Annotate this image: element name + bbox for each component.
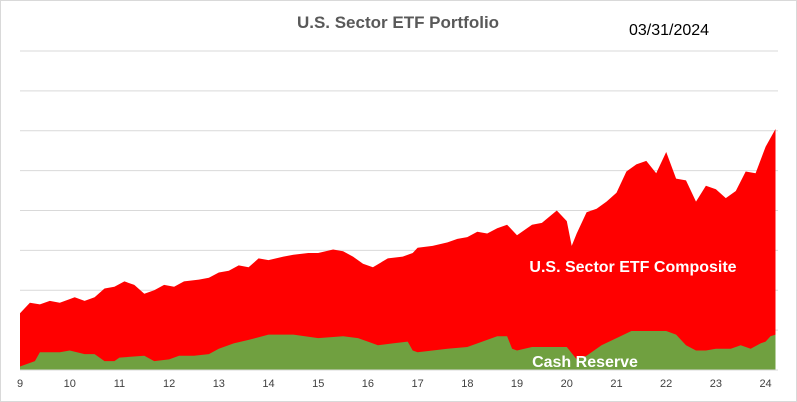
cash-reserve-area (20, 331, 776, 370)
composite-area (20, 129, 776, 370)
x-tick-label: 9 (17, 378, 23, 390)
x-tick-label: 21 (610, 378, 622, 390)
x-tick-label: 16 (362, 378, 374, 390)
x-tick-label: 13 (213, 378, 225, 390)
x-tick-label: 24 (759, 378, 771, 390)
x-tick-label: 12 (163, 378, 175, 390)
x-tick-label: 19 (511, 378, 523, 390)
x-tick-label: 14 (262, 378, 274, 390)
x-tick-label: 22 (660, 378, 672, 390)
area-series (20, 129, 778, 371)
x-tick-label: 23 (710, 378, 722, 390)
x-tick-label: 18 (461, 378, 473, 390)
chart-title: U.S. Sector ETF Portfolio (297, 13, 499, 32)
x-tick-label: 10 (64, 378, 76, 390)
x-tick-label: 20 (561, 378, 573, 390)
cash-series-label: Cash Reserve (532, 354, 638, 371)
date-label: 03/31/2024 (629, 22, 709, 39)
x-tick-label: 15 (312, 378, 324, 390)
x-tick-label: 11 (114, 378, 125, 390)
x-tick-label: 17 (412, 378, 424, 390)
composite-series-label: U.S. Sector ETF Composite (529, 259, 736, 276)
gridlines (20, 50, 778, 331)
x-axis-ticks: 9 10 11 12 13 14 15 16 17 18 19 20 21 22 23 24 (17, 378, 772, 390)
